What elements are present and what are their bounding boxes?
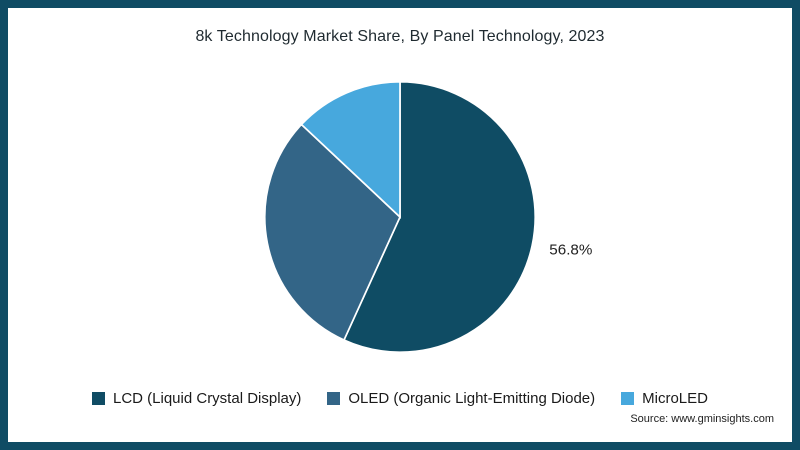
pie-slice-2 <box>300 80 401 219</box>
legend-marker-lcd <box>91 392 105 405</box>
pie-slice-1 <box>263 123 402 342</box>
legend-marker-oled <box>327 392 341 405</box>
legend-label-lcd: LCD (Liquid Crystal Display) <box>112 390 302 407</box>
source-attribution: Source: www.gminsights.com <box>630 413 774 425</box>
legend-item-microled: MicroLED <box>621 390 708 407</box>
legend-marker-microled <box>621 392 635 405</box>
chart-title: 8k Technology Market Share, By Panel Tec… <box>195 28 605 45</box>
pie-chart: 56.8% <box>263 80 592 354</box>
pie-slice-0 <box>342 80 537 354</box>
pie-data-label: 56.8% <box>549 241 592 258</box>
legend-item-oled: OLED (Organic Light-Emitting Diode) <box>327 390 595 407</box>
legend-label-oled: OLED (Organic Light-Emitting Diode) <box>348 390 596 407</box>
chart-legend: LCD (Liquid Crystal Display) OLED (Organ… <box>8 390 792 407</box>
legend-label-microled: MicroLED <box>642 390 708 407</box>
legend-item-lcd: LCD (Liquid Crystal Display) <box>91 390 302 407</box>
